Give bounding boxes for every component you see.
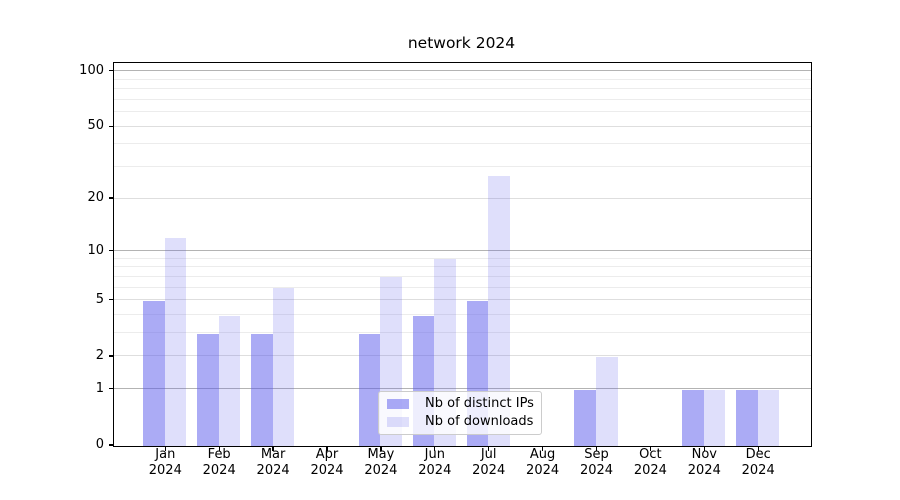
legend-label-distinct-ips: Nb of distinct IPs <box>425 396 534 411</box>
bar-downloads-nov <box>703 389 726 446</box>
gridline-minor-8 <box>114 266 811 268</box>
gridline-minor-40 <box>114 143 811 145</box>
y-tick-label-0: 0 <box>95 437 104 452</box>
bar-distinct-ips-jan <box>143 300 165 446</box>
x-tick-label-may: May 2024 <box>364 447 398 478</box>
y-tick-mark-2 <box>108 355 113 357</box>
x-tick-mark-may <box>380 446 382 451</box>
x-tick-mark-mar <box>272 446 274 451</box>
plot-area: Nb of distinct IPs Nb of downloads <box>113 62 812 447</box>
legend-label-downloads: Nb of downloads <box>425 414 534 429</box>
gridline-minor-4 <box>114 314 811 315</box>
gridline-mid-50 <box>114 125 811 127</box>
x-tick-label-dec: Dec 2024 <box>741 447 775 478</box>
bar-distinct-ips-nov <box>682 389 704 446</box>
x-tick-label-mar: Mar 2024 <box>256 447 290 478</box>
y-tick-mark-20 <box>108 197 113 199</box>
legend-swatch-distinct-ips-icon <box>387 399 409 409</box>
gridline-major-10 <box>114 250 811 252</box>
legend-item-downloads: Nb of downloads <box>387 413 533 431</box>
gridline-minor-60 <box>114 111 811 113</box>
gridline-minor-70 <box>114 98 811 100</box>
gridline-minor-80 <box>114 88 811 90</box>
gridline-mid-5 <box>114 299 811 301</box>
gridline-major-100 <box>114 70 811 72</box>
gridline-minor-6 <box>114 286 811 288</box>
bar-distinct-ips-may <box>358 333 381 446</box>
chart-title: network 2024 <box>407 34 516 52</box>
y-tick-label-1: 1 <box>95 380 104 396</box>
x-tick-label-aug: Aug 2024 <box>526 447 560 478</box>
x-tick-label-jun: Jun 2024 <box>418 447 452 478</box>
x-tick-mark-apr <box>326 446 328 451</box>
y-tick-label-50: 50 <box>87 118 104 134</box>
gridline-minor-90 <box>114 78 811 80</box>
gridline-minor-9 <box>114 257 811 259</box>
y-tick-mark-100 <box>108 70 113 72</box>
legend-swatch-downloads-icon <box>387 417 409 427</box>
gridline-mid-20 <box>114 197 811 199</box>
x-tick-mark-jan <box>164 446 166 451</box>
x-tick-mark-dec <box>757 446 759 451</box>
y-tick-label-20: 20 <box>87 190 104 206</box>
bar-distinct-ips-sep <box>574 389 596 446</box>
y-tick-mark-1 <box>108 388 113 390</box>
gridline-minor-30 <box>114 166 811 168</box>
x-tick-label-jul: Jul 2024 <box>472 447 506 478</box>
gridline-major-1 <box>114 388 811 390</box>
x-tick-label-jan: Jan 2024 <box>148 447 182 478</box>
y-tick-mark-50 <box>108 125 113 127</box>
x-tick-mark-jun <box>434 446 436 451</box>
legend-item-distinct-ips: Nb of distinct IPs <box>387 395 534 413</box>
x-tick-mark-oct <box>649 446 652 451</box>
x-tick-label-feb: Feb 2024 <box>202 447 236 478</box>
gridline-minor-3 <box>114 332 811 334</box>
bar-distinct-ips-mar <box>251 333 273 446</box>
gridline-minor-7 <box>114 275 811 277</box>
x-tick-label-apr: Apr 2024 <box>310 447 344 478</box>
bar-distinct-ips-feb <box>197 333 219 446</box>
bar-downloads-jul <box>488 175 510 446</box>
y-tick-label-10: 10 <box>87 242 104 258</box>
gridline-mid-2 <box>114 355 811 357</box>
x-tick-label-nov: Nov 2024 <box>687 447 721 478</box>
y-tick-mark-5 <box>108 299 113 301</box>
legend: Nb of distinct IPs Nb of downloads <box>378 391 542 435</box>
bar-downloads-mar <box>272 288 295 446</box>
x-tick-mark-feb <box>218 446 220 451</box>
bar-downloads-dec <box>757 389 780 446</box>
x-tick-mark-sep <box>595 446 598 451</box>
bar-downloads-jan <box>164 238 187 446</box>
x-tick-label-sep: Sep 2024 <box>579 447 614 478</box>
x-tick-mark-jul <box>488 446 490 451</box>
y-tick-mark-10 <box>108 249 113 252</box>
x-tick-mark-aug <box>541 446 544 451</box>
x-tick-mark-nov <box>703 446 705 451</box>
bar-downloads-sep <box>596 356 618 446</box>
bar-downloads-feb <box>218 315 241 446</box>
x-tick-label-oct: Oct 2024 <box>633 447 667 478</box>
y-tick-label-5: 5 <box>95 291 104 307</box>
bar-distinct-ips-dec <box>736 389 758 446</box>
y-tick-label-100: 100 <box>79 62 104 78</box>
y-tick-mark-0 <box>108 444 113 446</box>
y-tick-label-2: 2 <box>95 347 104 363</box>
